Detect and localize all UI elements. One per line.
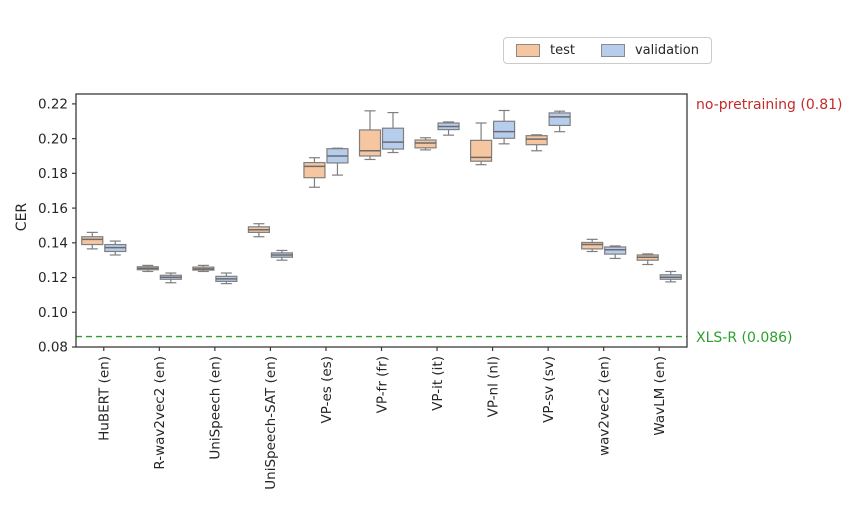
legend-swatch-validation: [600, 44, 625, 57]
x-axis: HuBERT (en) R-wav2vec2 (en) UniSpeech (en)…: [97, 347, 668, 490]
box-test-6: [414, 137, 437, 151]
y-tick-label: 0.16: [38, 201, 68, 217]
box-test-8: [525, 134, 548, 152]
box-test-1: [136, 264, 159, 273]
annotation-xlsr: XLS-R (0.086): [696, 330, 793, 346]
y-tick-label: 0.20: [38, 131, 68, 147]
box-validation-10: [659, 270, 682, 283]
x-tick-label: R-wav2vec2 (en): [152, 356, 168, 470]
x-tick-label: UniSpeech (en): [208, 356, 224, 460]
box-validation-9: [604, 245, 627, 260]
legend-item-test: test: [516, 43, 575, 58]
box-validation-7: [492, 109, 516, 145]
x-tick-label: VP-nl (nl): [485, 356, 501, 417]
legend-item-validation: validation: [600, 43, 699, 58]
box-validation-0: [104, 240, 127, 256]
legend: test validation: [503, 37, 712, 64]
box-validation-3: [270, 249, 294, 261]
legend-label-test: test: [550, 43, 575, 58]
x-tick-label: VP-it (it): [430, 356, 446, 411]
y-axis: 0.08 0.10 0.12 0.14 0.16 0.18 0.20 0.22: [38, 97, 76, 356]
box-test-5: [358, 110, 382, 161]
y-tick-label: 0.18: [38, 166, 68, 182]
y-tick-label: 0.12: [38, 270, 68, 286]
y-tick-label: 0.14: [38, 236, 68, 252]
box-test-2: [192, 264, 215, 273]
x-tick-label: VP-es (es): [319, 356, 335, 423]
x-tick-label: HuBERT (en): [97, 356, 113, 441]
x-tick-label: wav2vec2 (en): [596, 356, 612, 456]
annotation-no-pretraining: no-pretraining (0.81): [696, 97, 843, 113]
y-tick-label: 0.10: [38, 305, 68, 321]
y-tick-label: 0.08: [38, 340, 68, 356]
x-tick-label: VP-sv (sv): [541, 356, 557, 423]
box-test-0: [81, 231, 104, 250]
plot-frame: [75, 93, 688, 348]
x-tick-label: UniSpeech-SAT (en): [263, 356, 279, 490]
x-tick-label: WavLM (en): [652, 356, 668, 436]
x-tick-label: VP-fr (fr): [374, 356, 390, 413]
box-test-3: [247, 223, 271, 238]
box-validation-2: [215, 272, 238, 285]
box-validation-8: [548, 110, 571, 133]
y-tick-label: 0.22: [38, 97, 68, 113]
box-test-9: [581, 238, 604, 253]
box-validation-4: [326, 147, 349, 176]
box-test-10: [636, 253, 659, 266]
box-validation-5: [381, 111, 405, 154]
box-validation-1: [159, 272, 182, 284]
legend-swatch-test: [516, 44, 540, 57]
box-test-4: [303, 157, 326, 188]
legend-label-validation: validation: [634, 43, 699, 58]
box-validation-6: [437, 121, 460, 136]
box-test-7: [469, 122, 493, 166]
y-axis-label: CER: [14, 202, 30, 232]
